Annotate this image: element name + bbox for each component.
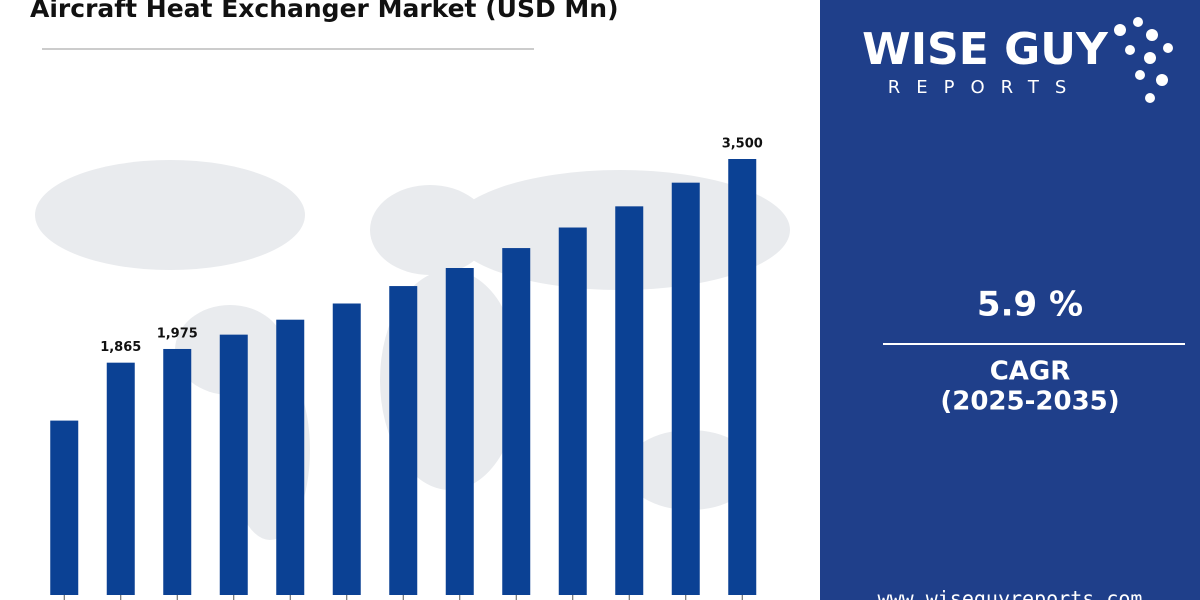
bar xyxy=(558,227,587,595)
bar xyxy=(671,182,700,595)
bar xyxy=(445,268,474,595)
cagr-period: (2025-2035) xyxy=(940,387,1119,417)
bar xyxy=(219,334,248,595)
bar xyxy=(106,362,135,595)
sidebar xyxy=(820,0,1200,600)
chart-title: Aircraft Heat Exchanger Market (USD Mn) xyxy=(30,0,619,23)
logo-main: WISE GUY xyxy=(862,24,1109,75)
website: www.wiseguyreports.com xyxy=(878,587,1143,600)
cagr-value: 5.9 % xyxy=(977,285,1083,325)
value-label: 1,975 xyxy=(157,326,198,341)
value-label: 1,865 xyxy=(100,340,141,355)
bar xyxy=(332,303,361,595)
logo-head xyxy=(1114,17,1173,103)
bar xyxy=(615,206,644,595)
bar xyxy=(276,319,305,595)
logo-sub: REPORTS xyxy=(888,77,1083,98)
bar xyxy=(502,248,531,595)
bar xyxy=(163,348,192,595)
bar xyxy=(389,286,418,595)
bar xyxy=(50,420,79,595)
cagr-label: CAGR xyxy=(990,357,1071,387)
value-label: 3,500 xyxy=(722,137,763,152)
bar xyxy=(728,159,757,595)
